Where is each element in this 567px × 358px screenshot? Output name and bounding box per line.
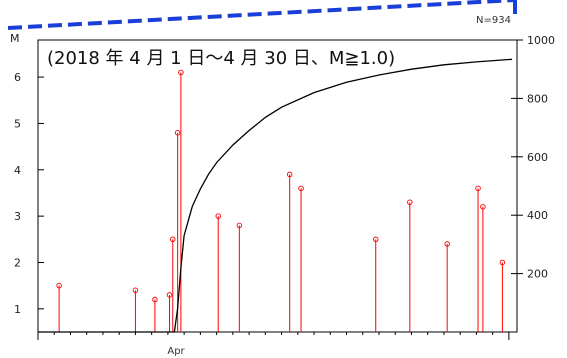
right-tick-label: 800 [527,92,548,105]
left-tick-label: 1 [14,303,21,316]
left-axis-label: M [10,32,20,45]
right-tick-label: 1000 [527,34,555,47]
count-label: N=934 [476,15,511,26]
cumulative-line [38,58,513,333]
left-tick-label: 5 [14,117,21,130]
axes: 1 2 3 4 5 6 200 400 600 800 1000 Apr [14,34,555,357]
magnitude-point [132,287,139,294]
period-annotation: (2018 年 4 月 1 日～4 月 30 日、M≧1.0) [47,48,395,69]
left-tick-label: 3 [14,210,21,223]
magnitude-stems [56,69,506,332]
left-tick-label: 2 [14,256,21,269]
magnitude-point [56,282,62,289]
x-tick-label: Apr [167,346,185,357]
magnitude-point [372,236,379,243]
cumulative-curve [38,58,513,333]
magnitude-point [480,204,486,210]
magnitude-point [152,296,158,303]
region-outline [7,0,517,30]
magnitude-point [499,259,506,266]
magnitude-point [444,241,450,247]
right-tick-label: 200 [527,268,548,281]
left-tick-label: 4 [14,164,21,177]
right-tick-label: 600 [527,151,548,164]
right-tick-label: 400 [527,209,548,222]
magnitude-point [170,236,176,243]
plot-frame [37,39,518,333]
magnitude-point [166,292,173,298]
magnitude-point [407,199,413,205]
magnitude-point [174,129,181,136]
magnitude-point [178,69,184,76]
magnitude-point [236,222,243,229]
magnitude-point [215,213,221,219]
magnitude-point [475,185,481,192]
left-tick-label: 6 [14,71,21,84]
magnitude-point [298,185,304,192]
magnitude-point [286,171,293,178]
